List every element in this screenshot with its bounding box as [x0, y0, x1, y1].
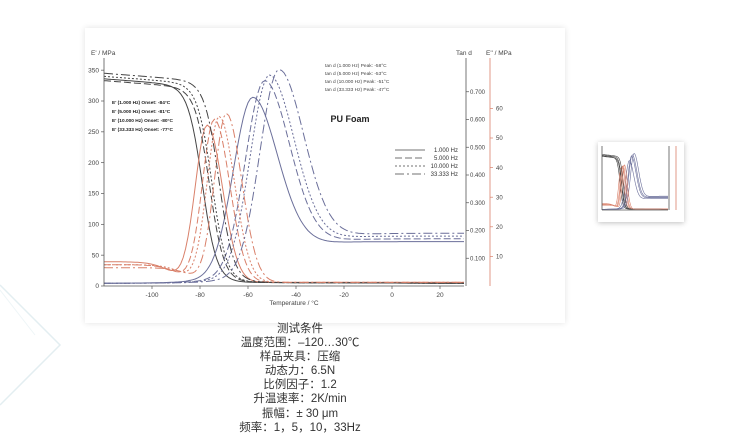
y-axis-title-loss: E'' / MPa [486, 50, 512, 57]
x-axis-title: Temperature / °C [269, 299, 319, 307]
loss-modulus-line [104, 115, 464, 283]
loss-modulus-line [602, 167, 668, 210]
y-tick-label-left: 100 [88, 222, 99, 229]
tand-line [104, 96, 464, 284]
tand-line [104, 69, 464, 284]
x-tick-label: -20 [339, 292, 349, 299]
condition-proportional-factor: 比例因子：1.2 [263, 379, 337, 392]
y-tick-label-tand: 0.500 [470, 145, 486, 151]
tand-line [602, 153, 668, 210]
y-tick-label-loss: 20 [496, 225, 503, 231]
legend-label: 10.000 Hz [431, 164, 458, 170]
y-tick-label-left: 0 [95, 283, 99, 290]
peak-annotation: tan d (10.000 Hz) Peak: -51°C [325, 79, 390, 85]
condition-dynamic-force: 动态力：6.5N [264, 365, 336, 378]
x-tick-label: 0 [390, 292, 394, 299]
y-tick-label-left: 200 [88, 160, 99, 167]
legend-label: 5.000 Hz [434, 156, 458, 162]
x-tick-label: -60 [243, 292, 253, 299]
y-tick-label-loss: 10 [496, 255, 503, 261]
onset-annotation: E' (10.000 Hz) Onset: -80°C [112, 118, 173, 124]
y-tick-label-tand: 0.300 [470, 201, 486, 207]
y-tick-label-tand: 0.700 [470, 90, 486, 96]
chart-thumbnail[interactable] [598, 142, 684, 222]
loss-modulus-line [103, 124, 464, 283]
y-tick-label-loss: 50 [496, 136, 503, 142]
x-tick-label: -80 [195, 292, 205, 299]
loss-modulus-line [602, 165, 668, 210]
y-axis-title-tand: Tan d [456, 50, 472, 57]
y-tick-label-tand: 0.400 [470, 173, 486, 179]
storage-modulus-line [103, 75, 464, 284]
y-tick-label-left: 50 [92, 252, 100, 259]
y-tick-label-left: 250 [88, 129, 99, 136]
loss-modulus-line [602, 165, 668, 210]
x-tick-label: -100 [145, 292, 158, 299]
condition-heating-rate: 升温速率：2K/min [253, 393, 347, 406]
y-tick-label-left: 350 [88, 67, 99, 74]
test-conditions: 测试条件 温度范围：–120…30℃ 样品夹具：压缩 动态力：6.5N 比例因子… [200, 322, 400, 435]
onset-annotation: E' (1.000 Hz) Onset: -84°C [112, 100, 171, 106]
condition-frequency: 频率：1，5，10，33Hz [239, 421, 361, 434]
peak-annotation: tan d (33.333 Hz) Peak: -47°C [325, 87, 390, 93]
peak-annotation: tan d (5.000 Hz) Peak: -53°C [325, 71, 387, 77]
legend-label: 1.000 Hz [434, 148, 458, 154]
y-tick-label-tand: 0.200 [470, 229, 486, 235]
tand-line [104, 74, 464, 284]
condition-amplitude: 振幅：± 30 μm [261, 407, 339, 420]
loss-modulus-line [103, 112, 464, 283]
loss-modulus-line [104, 118, 464, 283]
y-tick-label-loss: 40 [496, 166, 503, 172]
condition-sample-holder: 样品夹具：压缩 [259, 351, 341, 364]
x-tick-label: 20 [436, 292, 444, 299]
y-tick-label-tand: 0.600 [470, 118, 486, 124]
x-tick-label: -40 [291, 292, 301, 299]
thumbnail-chart [601, 146, 677, 211]
y-axis-title-left: E' / MPa [91, 50, 116, 57]
condition-temperature-range: 温度范围：–120…30℃ [240, 337, 360, 350]
onset-annotation: E' (5.000 Hz) Onset: -81°C [112, 109, 171, 115]
legend-label: 33.333 Hz [431, 172, 458, 178]
peak-annotation: tan d (1.000 Hz) Peak: -58°C [325, 63, 387, 69]
onset-annotation: E' (33.333 Hz) Onset: -77°C [112, 127, 173, 133]
y-tick-label-left: 150 [88, 191, 99, 198]
y-tick-label-loss: 60 [496, 107, 503, 113]
chart-title: PU Foam [330, 114, 369, 124]
chart-panel: -100 -80 -60 -40 -20 0 20 0 50 100 150 200 250 300 350… [85, 28, 565, 323]
y-tick-label-left: 300 [88, 98, 99, 105]
y-tick-label-tand: 0.100 [470, 256, 486, 262]
y-tick-label-loss: 30 [496, 195, 503, 201]
dma-chart: -100 -80 -60 -40 -20 0 20050100150200250300350… [88, 50, 512, 307]
conditions-heading: 测试条件 [277, 323, 323, 335]
loss-modulus-line [602, 164, 668, 210]
